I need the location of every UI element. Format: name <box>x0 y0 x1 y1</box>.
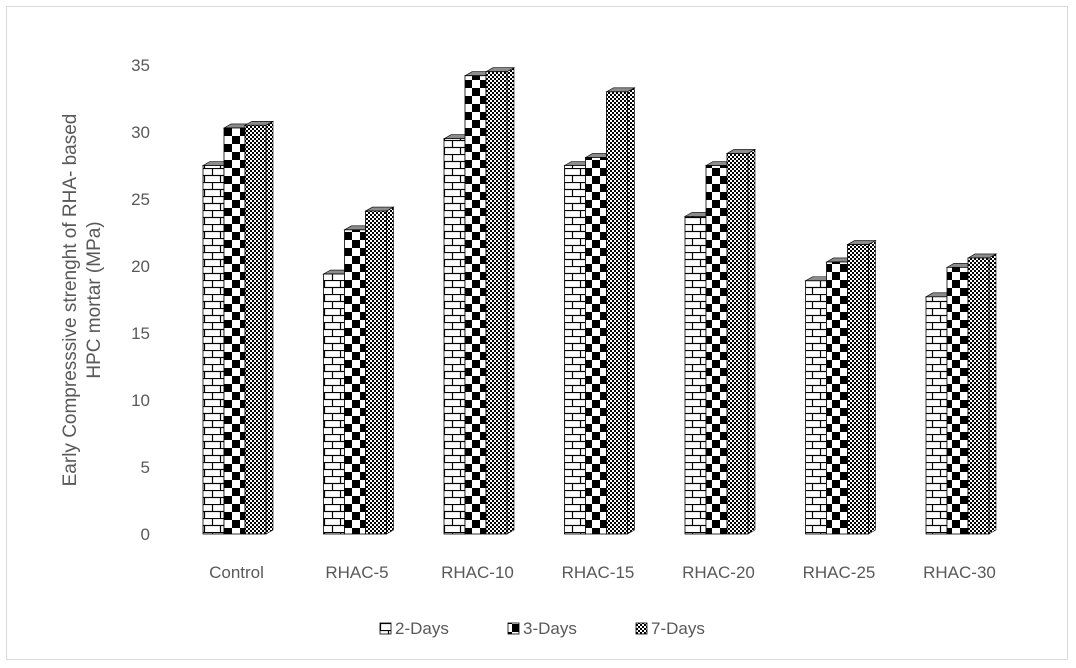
y-axis-title-line: Early Compresssive strenght of RHA- base… <box>60 114 81 487</box>
legend-label: 3-Days <box>523 619 577 638</box>
bar-front <box>606 91 628 535</box>
bar-front <box>443 138 466 535</box>
legend-label: 2-Days <box>395 619 449 638</box>
bar-side <box>627 87 635 535</box>
y-tick-label: 30 <box>131 123 150 142</box>
y-tick-label: 5 <box>141 458 150 477</box>
legend-item-3-days: 3-Days <box>507 619 577 638</box>
bar-7-days-rhac-5 <box>364 206 395 535</box>
bar-side <box>265 120 274 535</box>
bar-front <box>464 75 487 535</box>
y-axis-title: Early Compresssive strenght of RHA- base… <box>60 114 105 487</box>
bars-group <box>201 67 998 535</box>
bar-7-days-rhac-10 <box>484 67 516 535</box>
y-tick-label: 0 <box>141 525 150 544</box>
y-tick-label: 20 <box>131 257 150 276</box>
bar-side <box>506 67 515 535</box>
bar-front <box>365 210 387 535</box>
bar-front <box>202 165 225 535</box>
bar-side <box>386 206 394 535</box>
legend: 2-Days 3-Days 7-Days <box>379 619 705 638</box>
bar-front <box>564 165 586 535</box>
x-tick-label: RHAC-15 <box>562 563 635 582</box>
x-tick-label: RHAC-5 <box>325 563 388 582</box>
bar-front <box>323 273 345 535</box>
y-tick-label: 35 <box>131 56 150 75</box>
y-tick-label: 10 <box>131 391 150 410</box>
bar-side <box>747 148 756 535</box>
y-tick-label: 25 <box>131 190 150 209</box>
bar-front <box>223 127 246 535</box>
bar-front <box>244 124 267 535</box>
chart-frame <box>6 6 1068 660</box>
bar-front <box>344 229 366 535</box>
legend-item-7-days: 7-Days <box>635 619 705 638</box>
bar-side <box>988 253 997 535</box>
y-axis-title-line: HPC mortar (MPa) <box>84 221 105 378</box>
bar-front <box>485 71 508 535</box>
bar-7-days-rhac-25 <box>846 240 877 535</box>
x-axis-ticks: Control RHAC-5 RHAC-10 RHAC-15 RHAC-20 RHAC-2… <box>209 563 996 582</box>
bar-front <box>925 296 948 535</box>
bar-front <box>684 216 707 535</box>
x-tick-label: Control <box>209 563 264 582</box>
bar-7-days-control <box>243 120 275 535</box>
legend-label: 7-Days <box>651 619 705 638</box>
bar-side <box>868 240 876 535</box>
x-tick-label: RHAC-25 <box>803 563 876 582</box>
x-tick-label: RHAC-10 <box>441 563 514 582</box>
legend-item-2-days: 2-Days <box>379 619 449 638</box>
legend-swatch <box>379 622 392 635</box>
legend-swatch <box>635 622 648 635</box>
x-tick-label: RHAC-20 <box>682 563 755 582</box>
bar-front <box>826 261 848 535</box>
legend-swatch <box>507 622 520 635</box>
y-axis-ticks: 0 5 10 15 20 25 30 35 <box>131 56 150 544</box>
bar-front <box>967 257 990 535</box>
bar-front <box>726 153 749 535</box>
bar-front <box>805 280 827 535</box>
bar-front <box>946 266 969 535</box>
bar-7-days-rhac-20 <box>725 148 757 535</box>
x-tick-label: RHAC-30 <box>923 563 996 582</box>
bar-front <box>585 157 607 535</box>
y-tick-label: 15 <box>131 324 150 343</box>
bar-7-days-rhac-30 <box>966 253 998 535</box>
bar-7-days-rhac-15 <box>605 87 636 535</box>
bar-front <box>847 244 869 535</box>
bar-front <box>705 165 728 535</box>
